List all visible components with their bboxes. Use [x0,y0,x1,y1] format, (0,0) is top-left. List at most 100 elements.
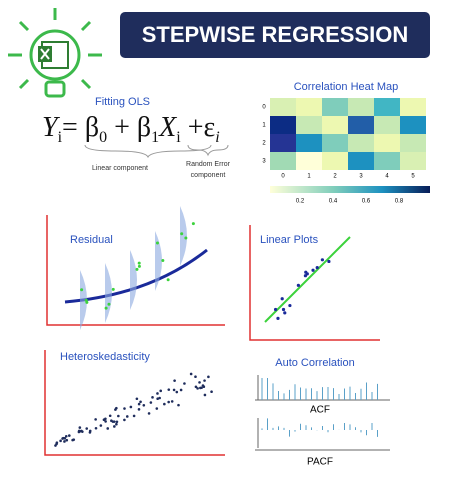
heatmap-title: Correlation Heat Map [294,81,399,93]
heat-cell [296,116,322,134]
point [203,379,206,382]
point [117,414,120,418]
point [149,401,153,404]
point [198,381,201,384]
point [276,316,280,321]
heat-cell [400,152,426,170]
heat-cell [322,152,348,170]
colorbar-label: 0.2 [296,199,305,205]
brace [84,144,212,159]
f: 0 [99,129,107,146]
point [196,387,199,390]
point [304,270,308,274]
point [167,388,171,391]
point [163,402,166,406]
point [280,297,284,301]
panel-label: PACF [307,457,333,468]
point [273,307,278,312]
point [123,407,126,410]
point [80,288,84,292]
point [72,438,76,441]
point [114,408,117,411]
panel-label: Residual [70,234,113,246]
point [106,427,110,430]
heat-cell [296,152,322,170]
heat-cell [348,152,374,170]
point [85,427,89,430]
point [283,311,287,315]
point [142,403,146,407]
heat-cell [348,134,374,152]
point [63,440,66,443]
heat-cell [374,152,400,170]
ols-label: Fitting OLS [95,96,150,108]
point [173,379,176,382]
point [175,390,179,394]
point [281,307,286,312]
point [180,232,184,236]
point [104,420,107,423]
x-label: 0 [281,174,285,180]
fit-line [264,236,351,323]
decoration [54,206,378,447]
point [320,258,324,262]
colorbar-label: 0.6 [362,199,371,205]
y-label: 2 [262,141,266,147]
point [129,405,133,409]
point [177,403,180,407]
point [135,397,139,401]
bell [105,263,112,323]
point [132,414,136,418]
heat-cell [270,98,296,116]
x-label: 2 [333,174,337,180]
point [113,425,116,428]
f: i [176,129,181,146]
bell [130,250,137,310]
point [104,306,108,310]
f: 1 [151,129,159,146]
point [115,420,119,424]
point [99,424,103,427]
point [123,418,126,422]
heat-cell [400,134,426,152]
point [207,375,210,379]
heat-cell [348,98,374,116]
panel-label: ACF [310,405,330,416]
point [151,396,154,399]
point [179,388,183,392]
note: component [191,172,226,179]
point [111,420,115,423]
point [61,436,65,440]
point [111,287,115,291]
point [80,429,83,433]
bell [80,270,87,330]
point [107,302,111,306]
point [210,390,213,394]
panel-label: Linear Plots [260,234,319,246]
point [135,267,139,271]
point [156,397,159,401]
f: Y [42,112,61,143]
heat-cell [270,152,296,170]
panel-label: Auto Correlation [275,357,355,369]
point [59,439,62,443]
point [156,392,159,395]
point [147,412,151,415]
heat-cell [374,134,400,152]
x-label: 3 [359,174,363,180]
ols-formula: Yi= β0 + β1Xi +εi [42,112,220,145]
y-label: 0 [262,105,266,111]
point [155,241,159,245]
point [137,408,141,411]
point [189,372,193,376]
point [203,393,207,397]
point [158,396,161,400]
x-label: 5 [411,174,415,180]
heat-cell [270,116,296,134]
f: X [158,112,177,143]
point [159,389,163,393]
heat-cell [374,116,400,134]
heat-cell [296,98,322,116]
point [191,222,195,226]
